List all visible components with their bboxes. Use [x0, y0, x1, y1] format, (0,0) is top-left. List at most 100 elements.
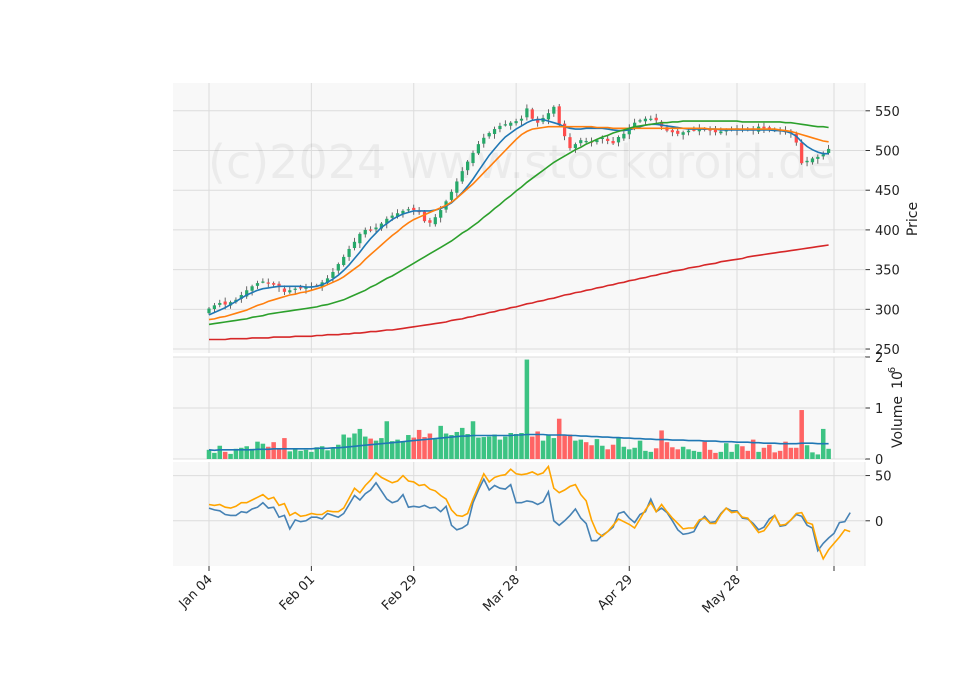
volume-bar — [346, 437, 352, 459]
candle-body — [272, 283, 276, 285]
price-axis-label: Price — [905, 202, 921, 236]
candle-body — [352, 241, 357, 249]
oscillator-line-signal — [208, 464, 851, 561]
volume-bar — [594, 439, 600, 459]
volume-axis-label: Volume — [890, 396, 906, 448]
candle-body — [395, 213, 400, 218]
candle-body — [471, 152, 475, 164]
volume-bar — [384, 421, 390, 459]
volume-bar — [497, 439, 503, 459]
volume-bar — [336, 444, 341, 459]
candle-body — [649, 118, 653, 120]
candle-body — [498, 125, 502, 130]
volume-bar — [233, 448, 239, 459]
moving-average-line-ma20 — [208, 125, 829, 321]
candle-body — [245, 290, 249, 297]
volume-bar — [745, 450, 751, 459]
oscillator-line-fast — [208, 477, 851, 553]
candle-body — [643, 118, 648, 122]
volume-bar — [702, 441, 707, 459]
volume-bar — [395, 439, 400, 459]
volume-bar — [600, 445, 605, 459]
volume-bar — [783, 441, 788, 459]
candle-body — [261, 281, 265, 283]
candle-body — [552, 106, 556, 114]
price-tick-label: 250 — [875, 343, 900, 358]
volume-tick-label: 0 — [875, 453, 883, 468]
candle-body — [557, 106, 561, 126]
volume-bar — [632, 447, 637, 459]
volume-bar — [605, 449, 610, 459]
price-tick-label: 450 — [875, 184, 900, 199]
volume-bar — [691, 450, 697, 459]
volume-bar — [815, 454, 821, 459]
volume-bar — [578, 439, 584, 459]
candle-body — [794, 133, 798, 143]
price-tick-label: 300 — [875, 303, 900, 318]
volume-bar — [481, 437, 487, 459]
candle-body — [622, 133, 626, 139]
candle-body — [492, 129, 497, 134]
price-tick-label: 550 — [875, 105, 900, 120]
volume-bar — [637, 440, 643, 459]
candle-body — [325, 278, 330, 283]
candle-body — [638, 120, 642, 122]
price-tick-label: 500 — [875, 145, 900, 160]
candle-body — [562, 123, 567, 137]
volume-tick-label: 1 — [875, 402, 883, 417]
volume-bar — [406, 435, 411, 459]
candle-body — [487, 133, 491, 137]
volume-bar — [535, 431, 540, 459]
volume-bar — [427, 433, 433, 459]
volume-bar — [573, 440, 578, 459]
candle-body — [503, 124, 507, 126]
oscillator-tick-label: 0 — [875, 515, 883, 530]
volume-bar — [271, 442, 276, 459]
candle-body — [654, 117, 658, 121]
watermark-layer: (c)2024 www.stockdroid.de — [208, 135, 836, 189]
candle-body — [369, 229, 373, 231]
volume-bar — [740, 446, 745, 459]
volume-bar — [621, 446, 627, 459]
volume-bar — [373, 440, 379, 459]
volume-bar — [459, 427, 465, 459]
volume-bar — [756, 451, 761, 459]
volume-bar — [777, 450, 783, 459]
volume-bar — [266, 446, 271, 459]
volume-bar — [303, 449, 309, 459]
candle-body — [358, 233, 362, 244]
candle-body — [223, 301, 227, 305]
volume-bar — [503, 436, 508, 459]
candle-body — [719, 131, 723, 134]
volume-bar — [826, 448, 831, 459]
candle-body — [800, 142, 804, 164]
x-tick-label: Feb 29 — [379, 572, 421, 614]
volume-bar — [357, 428, 363, 459]
x-tick-label: Jan 04 — [176, 572, 216, 612]
candle-body — [681, 132, 685, 135]
candle-body — [466, 161, 470, 171]
volume-bar — [465, 434, 470, 459]
volume-bar — [206, 449, 212, 459]
volume-bar — [217, 445, 223, 459]
candle-body — [250, 286, 254, 291]
volume-bar — [411, 437, 417, 459]
volume-bar — [298, 450, 303, 459]
candle-body — [363, 229, 367, 235]
candle-body — [428, 220, 432, 223]
volume-bar — [794, 447, 799, 459]
price-tick-label: 350 — [875, 264, 900, 279]
volume-bar — [772, 452, 777, 459]
volume-bar — [379, 438, 384, 459]
candle-body — [212, 305, 217, 310]
volume-bar — [519, 432, 524, 459]
candle-body — [600, 137, 604, 139]
volume-bar — [319, 446, 325, 459]
volume-bar — [562, 435, 567, 459]
volume-bar — [362, 436, 368, 459]
candle-body — [659, 121, 664, 127]
volume-bar — [389, 441, 395, 459]
volume-exponent-power: 6 — [887, 367, 898, 373]
volume-bar — [524, 359, 530, 459]
